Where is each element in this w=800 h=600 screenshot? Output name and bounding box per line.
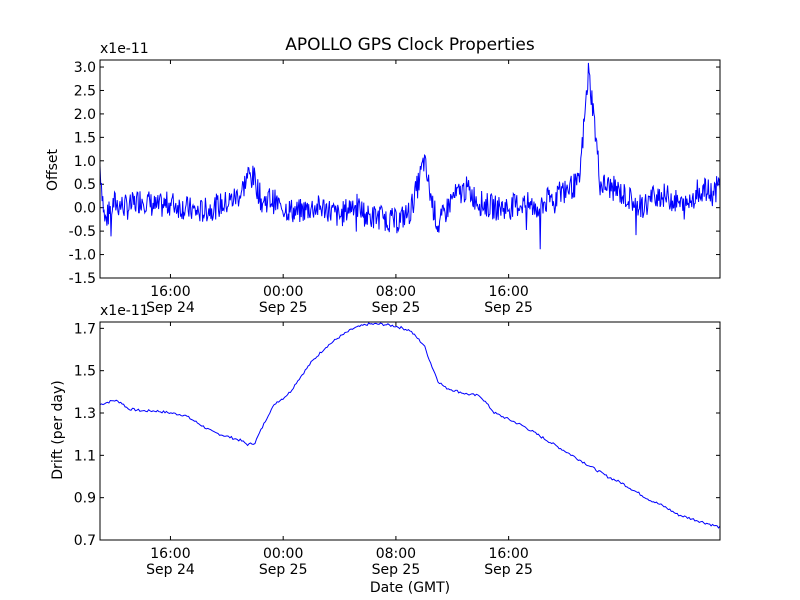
offset-ticks: -1.5-1.0-0.50.00.51.01.52.02.53.016:00Se… — [69, 60, 720, 316]
offset-y-tick-label: -1.5 — [69, 271, 96, 287]
drift-panel: x1e-11 Drift (per day) Date (GMT) 0.7 0.9… — [50, 303, 721, 596]
drift-exponent-label: x1e-11 — [100, 303, 149, 319]
drift-y-tick-label: 0.9 — [74, 491, 96, 507]
drift-x-tick-date-label: Sep 25 — [372, 562, 421, 578]
drift-y-axis-label: Drift (per day) — [50, 380, 66, 479]
offset-y-tick-label: -1.0 — [69, 248, 96, 264]
drift-x-tick-time-label: 00:00 — [263, 546, 303, 562]
drift-series-line — [99, 322, 721, 529]
offset-x-tick-date-label: Sep 25 — [484, 300, 533, 316]
chart-title: APOLLO GPS Clock Properties — [285, 35, 535, 55]
offset-x-tick-date-label: Sep 24 — [146, 300, 195, 316]
offset-y-tick-label: -0.5 — [69, 224, 96, 240]
drift-y-tick-label: 1.5 — [74, 364, 96, 380]
drift-y-tick-label: 1.3 — [74, 406, 96, 422]
offset-x-tick-date-label: Sep 25 — [372, 300, 421, 316]
offset-exponent-label: x1e-11 — [100, 41, 149, 57]
offset-x-tick-date-label: Sep 25 — [259, 300, 308, 316]
offset-x-tick-time-label: 00:00 — [263, 284, 303, 300]
offset-y-axis-label: Offset — [45, 148, 61, 191]
offset-series-line — [99, 62, 721, 250]
drift-x-axis-label: Date (GMT) — [370, 580, 450, 596]
offset-x-tick-time-label: 08:00 — [376, 284, 416, 300]
drift-x-tick-date-label: Sep 25 — [259, 562, 308, 578]
offset-plot-frame — [99, 59, 721, 279]
offset-y-tick-label: 0.5 — [74, 177, 96, 193]
drift-x-tick-time-label: 16:00 — [488, 546, 528, 562]
drift-x-tick-date-label: Sep 25 — [484, 562, 533, 578]
offset-y-tick-label: 3.0 — [74, 60, 96, 76]
drift-x-tick-time-label: 16:00 — [150, 546, 190, 562]
offset-y-tick-label: 2.0 — [74, 107, 96, 123]
drift-y-tick-label: 1.7 — [74, 321, 96, 337]
drift-plot-frame — [99, 321, 721, 541]
drift-x-tick-time-label: 08:00 — [376, 546, 416, 562]
drift-y-tick-label: 1.1 — [74, 448, 96, 464]
drift-x-tick-date-label: Sep 24 — [146, 562, 195, 578]
drift-y-tick-label: 0.7 — [74, 533, 96, 549]
offset-panel: x1e-11 Offset -1.5 -1.0 -0.5 0.0 0.5 1.0 1.5 2.… — [45, 41, 721, 316]
offset-y-tick-label: 0.0 — [74, 201, 96, 217]
offset-x-tick-time-label: 16:00 — [150, 284, 190, 300]
offset-y-tick-label: 1.0 — [74, 154, 96, 170]
offset-x-tick-time-label: 16:00 — [488, 284, 528, 300]
offset-y-tick-label: 2.5 — [74, 83, 96, 99]
offset-y-tick-label: 1.5 — [74, 130, 96, 146]
